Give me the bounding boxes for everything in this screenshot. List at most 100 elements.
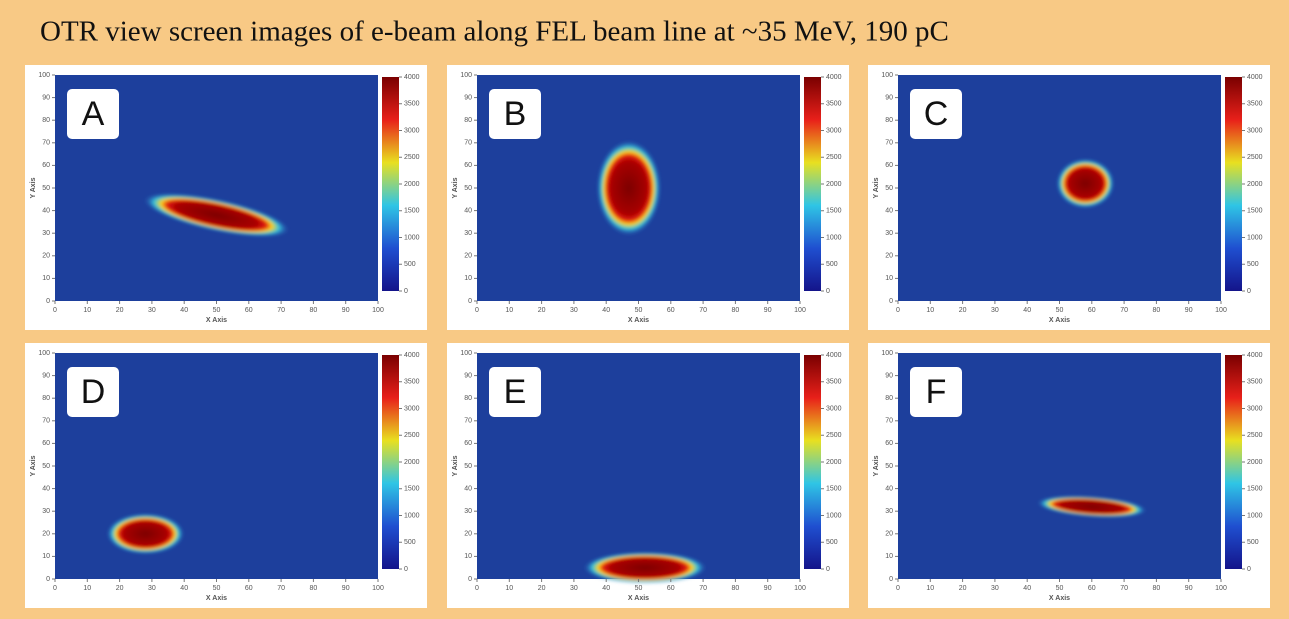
- colorbar-tick-label: 3500: [826, 379, 842, 386]
- y-tick-label: 90: [464, 94, 472, 101]
- y-tick-label: 90: [464, 372, 472, 379]
- colorbar-tick-label: 4000: [1247, 352, 1263, 359]
- colorbar-tick-label: 1000: [826, 234, 842, 241]
- colorbar-tick-label: 1500: [404, 486, 420, 493]
- colorbar-tick-label: 0: [404, 288, 408, 295]
- y-tick-label: 50: [885, 463, 893, 470]
- y-tick-label: 80: [464, 395, 472, 402]
- y-tick-label: 40: [885, 485, 893, 492]
- colorbar-tick-label: 3500: [1247, 379, 1263, 386]
- y-tick-label: 10: [885, 553, 893, 560]
- colorbar-tick-label: 3500: [826, 101, 842, 108]
- x-tick-label: 60: [667, 307, 675, 314]
- panel-label-box: [67, 367, 119, 417]
- colorbar-tick-label: 2500: [404, 154, 420, 161]
- x-tick-label: 80: [732, 585, 740, 592]
- colorbar-tick-label: 3500: [1247, 101, 1263, 108]
- y-tick-label: 0: [889, 576, 893, 583]
- y-tick-label: 70: [464, 418, 472, 425]
- y-tick-label: 70: [885, 140, 893, 147]
- colorbar-tick-label: 2500: [404, 432, 420, 439]
- panel-label-box: [910, 89, 962, 139]
- x-tick-label: 20: [959, 307, 967, 314]
- x-tick-label: 90: [342, 585, 350, 592]
- x-tick-label: 30: [991, 307, 999, 314]
- x-tick-label: 60: [1088, 585, 1096, 592]
- x-tick-label: 60: [667, 585, 675, 592]
- colorbar: [382, 355, 399, 569]
- panel-label: A: [82, 95, 105, 133]
- y-tick-label: 100: [460, 350, 472, 357]
- x-tick-label: 100: [794, 307, 806, 314]
- x-tick-label: 0: [53, 307, 57, 314]
- y-tick-label: 10: [464, 275, 472, 282]
- x-tick-label: 80: [1153, 307, 1161, 314]
- x-tick-label: 0: [896, 307, 900, 314]
- beam-spot: [106, 513, 185, 555]
- colorbar-tick-label: 1000: [404, 234, 420, 241]
- y-tick-label: 90: [42, 94, 50, 101]
- beam-spot: [1056, 158, 1115, 209]
- panel-label-box: [67, 89, 119, 139]
- x-tick-label: 10: [926, 307, 934, 314]
- colorbar-tick-label: 500: [1247, 261, 1259, 268]
- y-tick-label: 60: [885, 162, 893, 169]
- y-tick-label: 0: [468, 576, 472, 583]
- colorbar: [382, 77, 399, 291]
- colorbar: [804, 77, 821, 291]
- colorbar-tick-label: 3000: [826, 127, 842, 134]
- colorbar-tick-label: 2500: [826, 432, 842, 439]
- x-tick-label: 20: [116, 307, 124, 314]
- y-axis-label: Y Axis: [30, 177, 37, 198]
- colorbar-tick-label: 1500: [404, 208, 420, 215]
- y-tick-label: 70: [42, 140, 50, 147]
- x-tick-label: 50: [1056, 307, 1064, 314]
- colorbar-tick-label: 1500: [1247, 208, 1263, 215]
- colorbar-tick-label: 3000: [404, 405, 420, 412]
- x-tick-label: 10: [83, 585, 91, 592]
- y-tick-label: 40: [42, 207, 50, 214]
- x-axis-label: X Axis: [628, 595, 649, 602]
- colorbar-tick-label: 1500: [826, 486, 842, 493]
- colorbar-tick-label: 2000: [826, 459, 842, 466]
- x-tick-label: 50: [635, 307, 643, 314]
- y-tick-label: 20: [42, 531, 50, 538]
- y-tick-label: 0: [46, 576, 50, 583]
- colorbar-tick-label: 0: [826, 288, 830, 295]
- panel: 0 10 20 30 40 50 60 70 80 90 100010203040506070809…: [447, 343, 849, 608]
- x-tick-label: 50: [1056, 585, 1064, 592]
- x-axis-label: X Axis: [1049, 317, 1070, 324]
- y-tick-label: 20: [464, 531, 472, 538]
- colorbar: [1225, 77, 1242, 291]
- colorbar-tick-label: 2000: [404, 181, 420, 188]
- y-tick-label: 30: [885, 230, 893, 237]
- x-tick-label: 70: [1120, 585, 1128, 592]
- x-tick-label: 40: [180, 307, 188, 314]
- colorbar-tick-label: 2000: [1247, 181, 1263, 188]
- y-tick-label: 0: [889, 298, 893, 305]
- colorbar-tick-label: 500: [404, 261, 416, 268]
- x-tick-label: 50: [635, 585, 643, 592]
- y-tick-label: 100: [881, 350, 893, 357]
- y-tick-label: 20: [885, 531, 893, 538]
- x-tick-label: 10: [83, 307, 91, 314]
- y-axis-label: Y Axis: [873, 177, 880, 198]
- y-tick-label: 60: [464, 440, 472, 447]
- colorbar-tick-label: 1000: [826, 512, 842, 519]
- x-axis-label: X Axis: [628, 317, 649, 324]
- colorbar-tick-label: 3000: [826, 405, 842, 412]
- x-tick-label: 60: [245, 307, 253, 314]
- x-tick-label: 50: [213, 585, 221, 592]
- y-tick-label: 30: [464, 230, 472, 237]
- colorbar-tick-label: 1000: [1247, 512, 1263, 519]
- x-tick-label: 0: [896, 585, 900, 592]
- panel-label: B: [504, 95, 527, 133]
- colorbar-tick-label: 2500: [826, 154, 842, 161]
- x-tick-label: 10: [505, 307, 513, 314]
- x-tick-label: 40: [1023, 585, 1031, 592]
- y-axis-label: Y Axis: [873, 455, 880, 476]
- x-tick-label: 40: [602, 585, 610, 592]
- colorbar-tick-label: 2000: [826, 181, 842, 188]
